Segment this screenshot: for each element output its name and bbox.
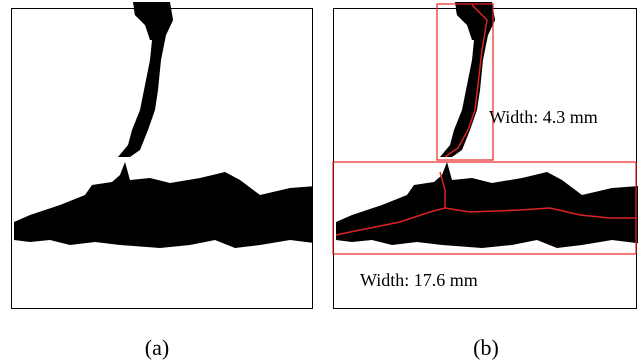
- panel-label: (b): [473, 335, 499, 360]
- panel-a: (a): [12, 0, 331, 360]
- annotation: Width: 17.6 mm: [360, 270, 478, 290]
- figure: (a) Width: 4.3 mm Width: 17.6 mm (b): [0, 0, 643, 364]
- panel-frame: [334, 9, 637, 309]
- page: {"panels": [ {"label": "(a)"}, {"label":…: [0, 0, 643, 364]
- panel-label: (a): [145, 335, 169, 360]
- panel-b: Width: 4.3 mm Width: 17.6 mm (b): [333, 0, 643, 360]
- annotation: Width: 4.3 mm: [489, 107, 598, 127]
